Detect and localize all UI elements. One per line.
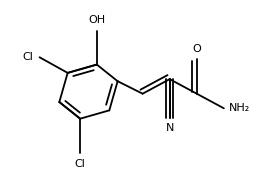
Text: N: N bbox=[165, 123, 174, 133]
Text: OH: OH bbox=[88, 15, 105, 25]
Text: Cl: Cl bbox=[75, 159, 86, 169]
Text: Cl: Cl bbox=[22, 52, 33, 62]
Text: NH₂: NH₂ bbox=[229, 103, 250, 113]
Text: O: O bbox=[193, 44, 201, 54]
